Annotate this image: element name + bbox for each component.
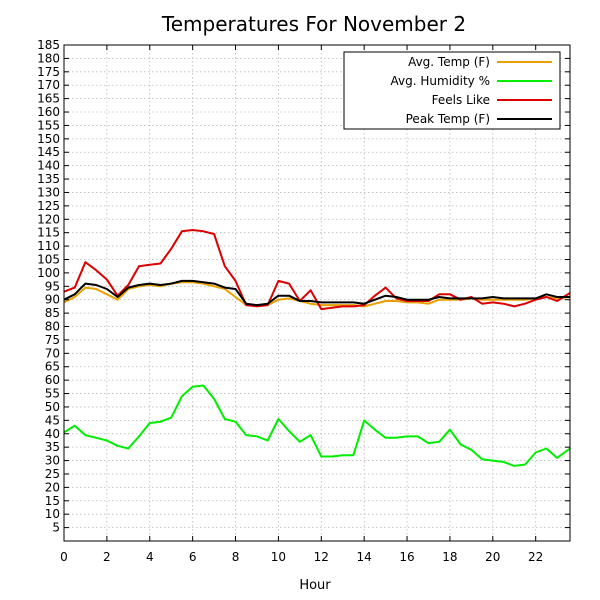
- y-tick-label: 145: [37, 145, 60, 159]
- series-line-avg-temp-f: [63, 281, 571, 308]
- y-tick-label: 70: [45, 346, 60, 360]
- y-tick-label: 130: [37, 185, 60, 199]
- x-tick-label: 16: [399, 550, 414, 564]
- y-tick-label: 115: [37, 226, 60, 240]
- y-tick-label: 5: [52, 521, 60, 535]
- series-line-feels-like: [63, 229, 571, 311]
- y-tick-label: 95: [45, 279, 60, 293]
- y-tick-label: 75: [45, 333, 60, 347]
- x-tick-label: 20: [485, 550, 500, 564]
- tick-labels: 5101520253035404550556065707580859095100…: [37, 38, 570, 564]
- y-tick-label: 30: [45, 454, 60, 468]
- y-tick-label: 90: [45, 293, 60, 307]
- grid: [63, 44, 570, 541]
- y-tick-label: 50: [45, 400, 60, 414]
- y-tick-label: 165: [37, 92, 60, 106]
- x-tick-label: 6: [189, 550, 197, 564]
- x-tick-label: 14: [357, 550, 372, 564]
- y-tick-label: 155: [37, 118, 60, 132]
- y-tick-label: 105: [37, 252, 60, 266]
- x-tick-label: 12: [314, 550, 329, 564]
- y-tick-label: 140: [37, 159, 60, 173]
- y-tick-label: 55: [45, 387, 60, 401]
- x-tick-label: 18: [442, 550, 457, 564]
- y-tick-label: 100: [37, 266, 60, 280]
- y-tick-label: 20: [45, 480, 60, 494]
- series-line-avg-humidity: [63, 384, 571, 467]
- y-tick-label: 45: [45, 413, 60, 427]
- x-tick-label: 22: [528, 550, 543, 564]
- y-tick-label: 185: [37, 38, 60, 52]
- chart-title: Temperatures For November 2: [161, 12, 466, 36]
- legend: Avg. Temp (F) Avg. Humidity % Feels Like Pe…: [343, 51, 561, 130]
- y-tick-label: 35: [45, 440, 60, 454]
- y-tick-label: 40: [45, 427, 60, 441]
- legend-label: Peak Temp (F): [406, 112, 490, 126]
- y-tick-label: 160: [37, 105, 60, 119]
- y-tick-label: 150: [37, 132, 60, 146]
- series-line-peak-temp-f: [63, 279, 570, 307]
- y-tick-label: 65: [45, 360, 60, 374]
- y-tick-label: 170: [37, 78, 60, 92]
- x-tick-label: 10: [271, 550, 286, 564]
- x-tick-label: 2: [103, 550, 111, 564]
- y-tick-label: 135: [37, 172, 60, 186]
- y-tick-label: 110: [37, 239, 60, 253]
- y-tick-label: 10: [45, 507, 60, 521]
- y-tick-label: 60: [45, 373, 60, 387]
- y-tick-label: 125: [37, 199, 60, 213]
- legend-box: [343, 51, 561, 130]
- y-tick-label: 175: [37, 65, 60, 79]
- y-tick-label: 85: [45, 306, 60, 320]
- legend-label: Avg. Temp (F): [408, 55, 490, 69]
- x-tick-label: 4: [146, 550, 154, 564]
- x-tick-label: 8: [232, 550, 240, 564]
- legend-label: Avg. Humidity %: [391, 74, 490, 88]
- plot-frame: [63, 44, 571, 542]
- legend-label: Feels Like: [432, 93, 490, 107]
- plot-area: [63, 229, 571, 467]
- y-tick-label: 120: [37, 212, 60, 226]
- y-tick-label: 25: [45, 467, 60, 481]
- y-tick-label: 80: [45, 320, 60, 334]
- x-axis-label: Hour: [299, 578, 331, 593]
- y-tick-label: 15: [45, 494, 60, 508]
- x-tick-label: 0: [60, 550, 68, 564]
- y-tick-label: 180: [37, 51, 60, 65]
